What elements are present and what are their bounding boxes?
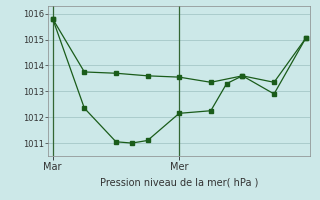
X-axis label: Pression niveau de la mer( hPa ): Pression niveau de la mer( hPa ) [100, 177, 258, 187]
